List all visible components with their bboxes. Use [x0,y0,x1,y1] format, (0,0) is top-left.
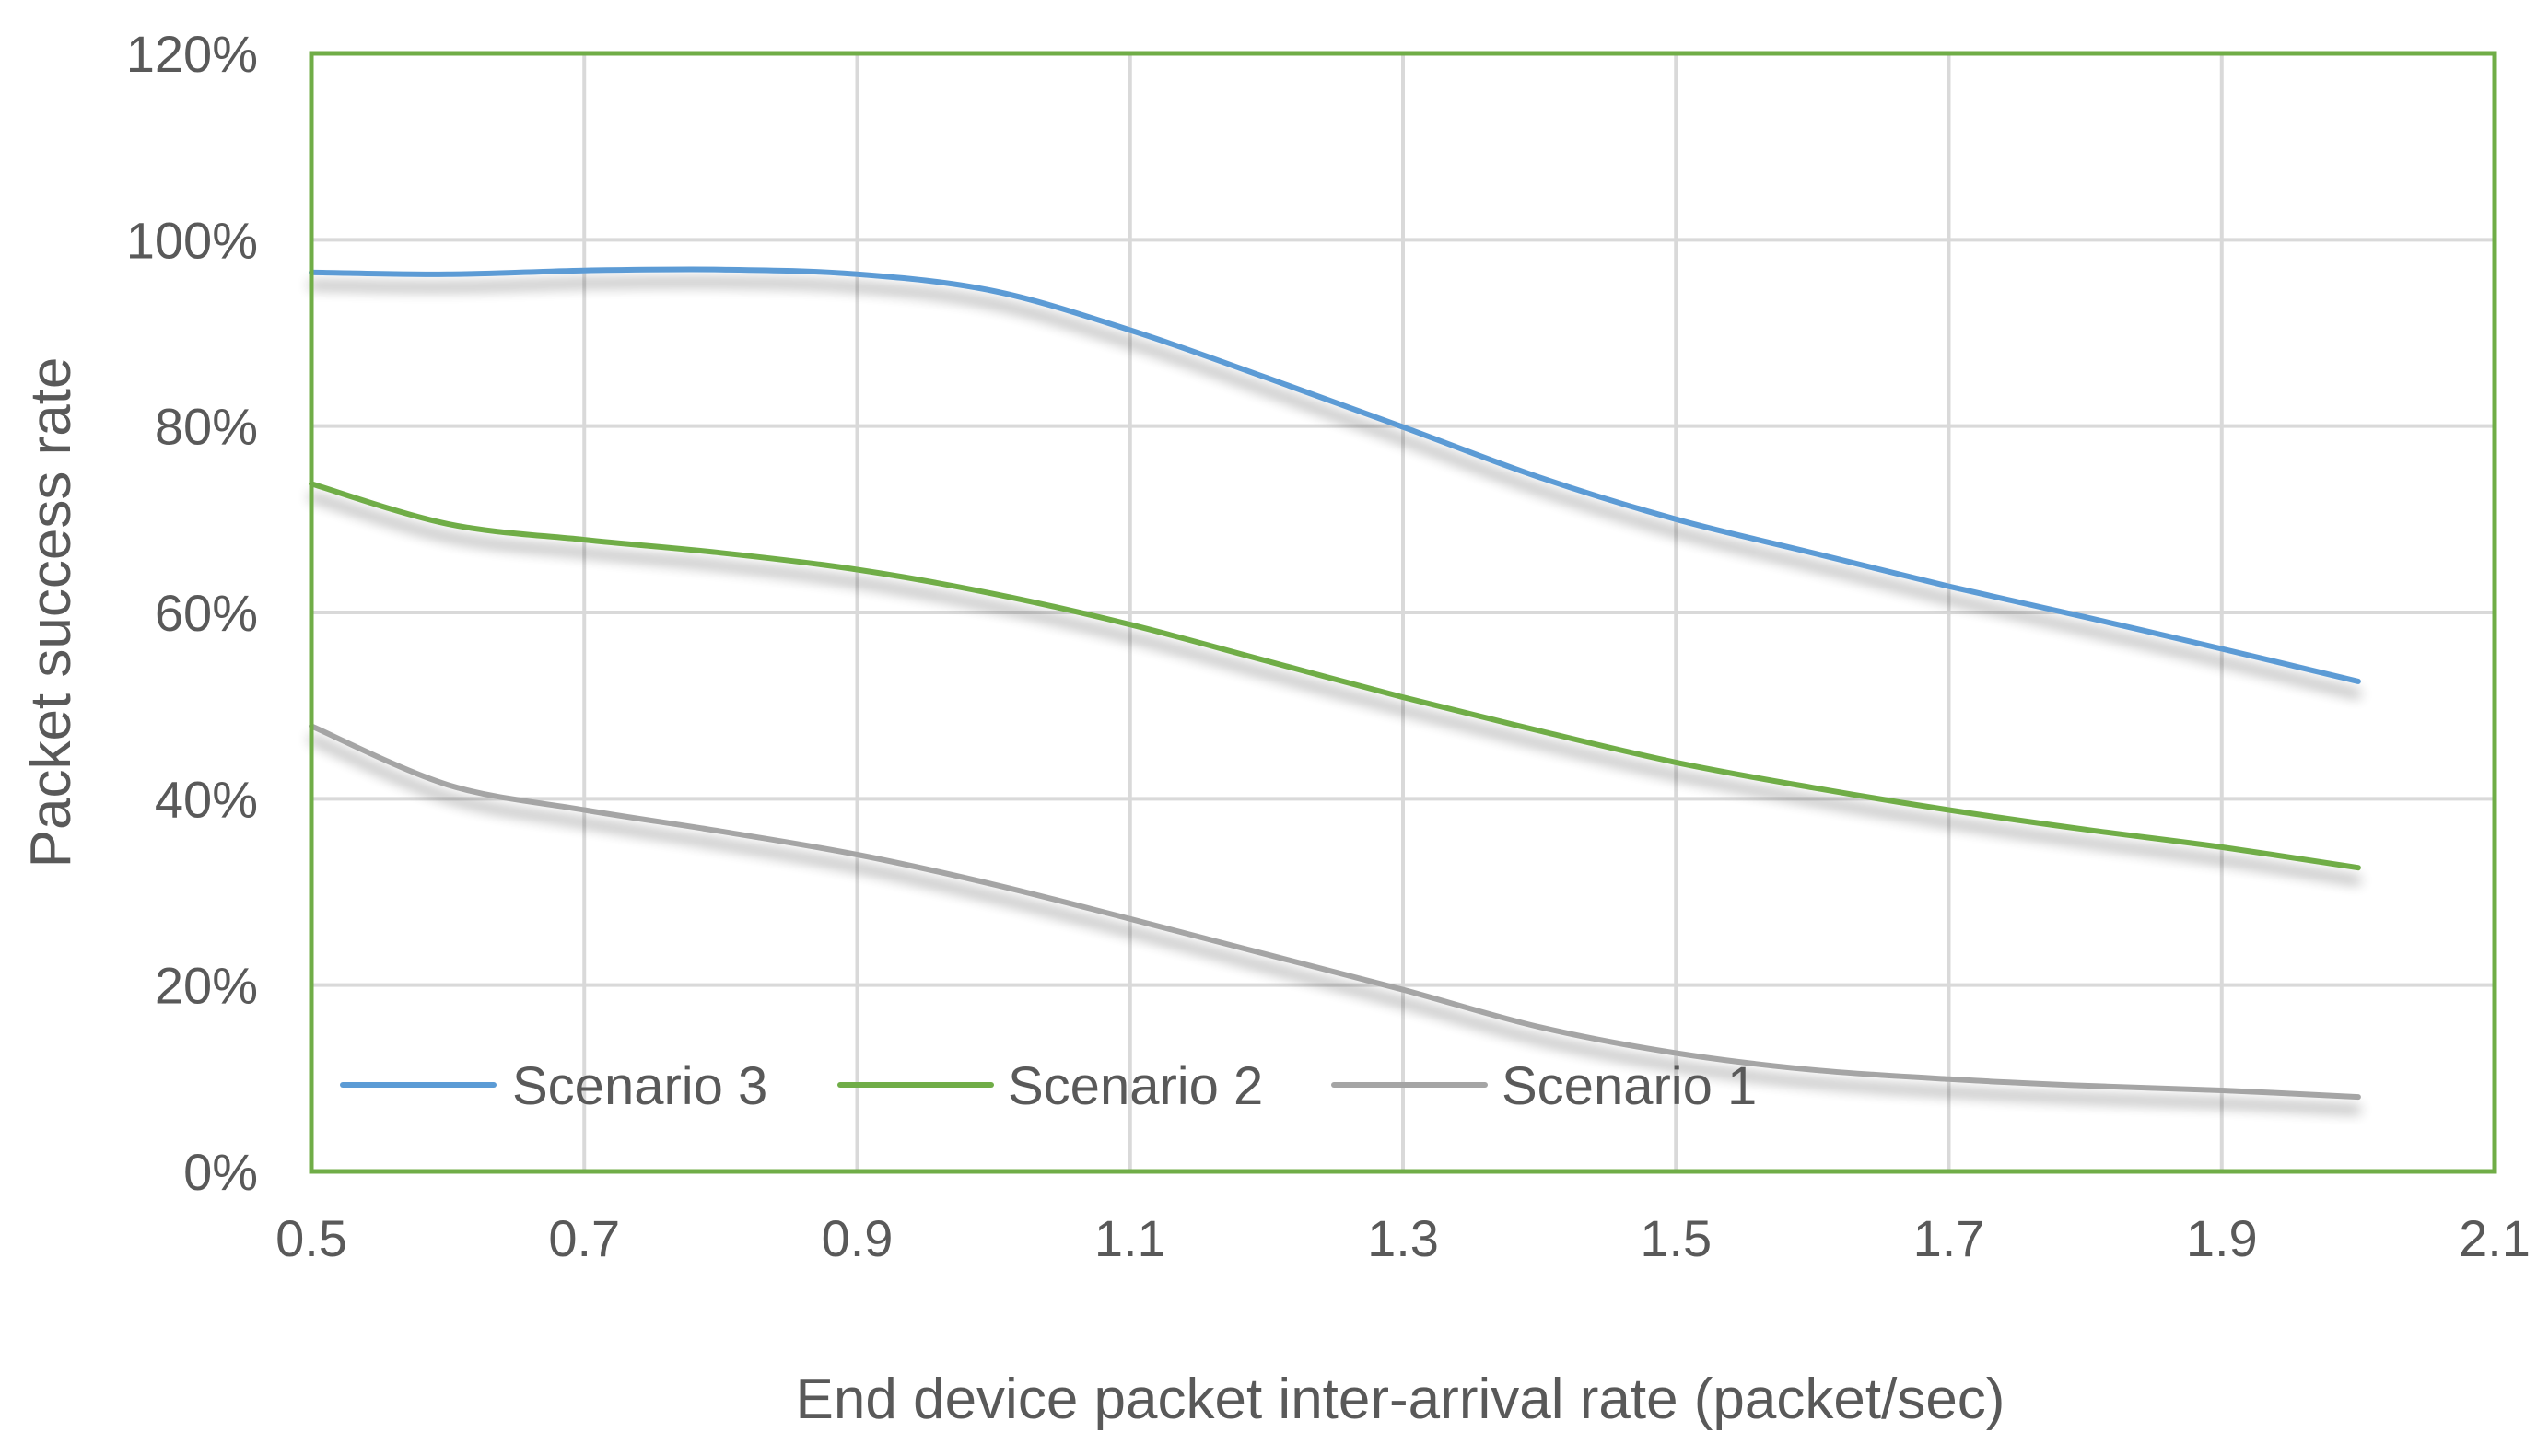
series-line-scenario-3 [309,266,2361,684]
x-tick-label: 1.7 [1913,1209,1985,1267]
x-tick-label: 2.1 [2459,1209,2531,1267]
x-tick-label: 1.5 [1640,1209,1712,1267]
x-tick-label: 0.5 [275,1209,347,1267]
legend-label-scenario-2: Scenario 2 [1008,1056,1263,1116]
legend-label-scenario-1: Scenario 1 [1502,1056,1757,1116]
x-axis-title: End device packet inter-arrival rate (pa… [796,1368,2005,1431]
y-tick-label: 40% [155,770,258,828]
x-tick-label: 1.9 [2186,1209,2258,1267]
series-lines [309,266,2361,1101]
y-axis-title: Packet success rate [19,357,83,868]
x-tick-label: 1.3 [1367,1209,1439,1267]
legend: Scenario 3 Scenario 2 Scenario 1 [340,1056,1757,1116]
x-tick-label: 0.9 [822,1209,894,1267]
y-tick-label: 20% [155,957,258,1015]
y-tick-label: 60% [155,584,258,642]
legend-label-scenario-3: Scenario 3 [512,1056,767,1116]
grid [310,52,2496,1173]
x-tick-label: 0.7 [548,1209,620,1267]
y-tick-label: 80% [155,398,258,456]
y-tick-label: 0% [183,1143,258,1201]
x-tick-label: 1.1 [1094,1209,1166,1267]
series-line-scenario-2 [309,481,2361,871]
plot-area-border [309,51,2497,1174]
y-tick-label: 120% [126,25,258,83]
series-line-scenario-1 [309,723,2361,1101]
tick-labels: 0% 20% 40% 60% 80% 100% 120% 0.5 0.7 0.9 1.1 1.3 1.5… [126,25,2531,1267]
y-tick-label: 100% [126,211,258,269]
